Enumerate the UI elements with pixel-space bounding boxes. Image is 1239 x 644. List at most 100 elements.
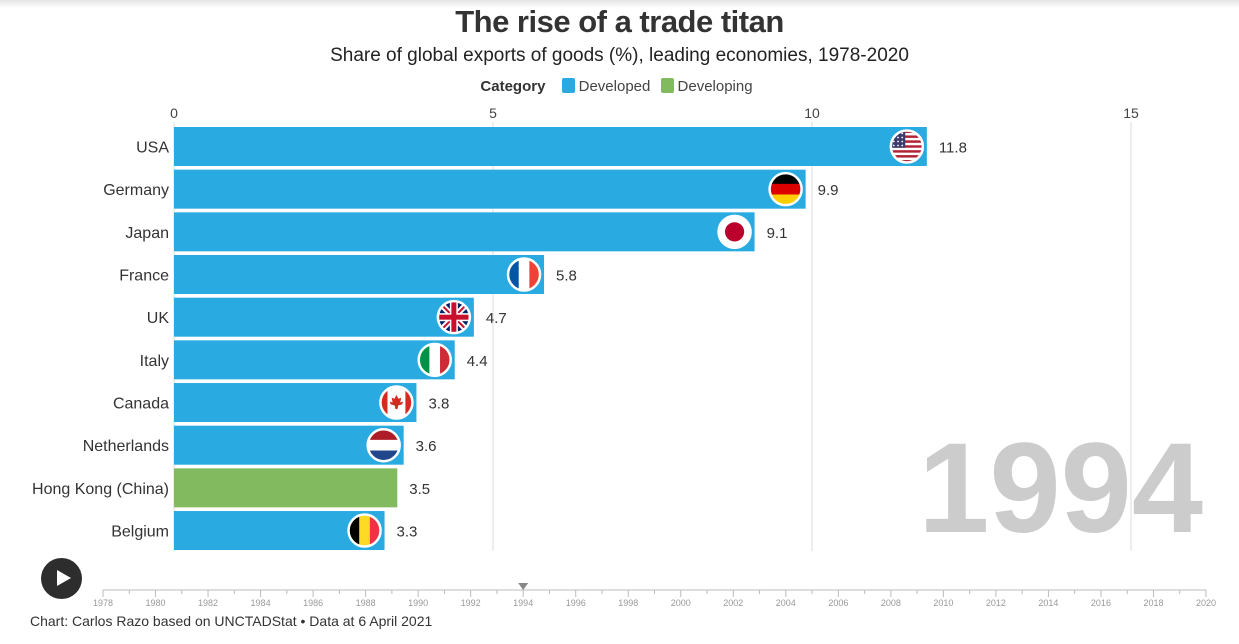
x-tick-label: 15 (1123, 105, 1139, 121)
category-label: Germany (103, 182, 169, 199)
flag-star (901, 144, 904, 147)
category-label: Italy (140, 353, 169, 370)
flag-ring (768, 171, 803, 207)
chart-subtitle: Share of global exports of goods (%), le… (330, 45, 909, 66)
flag-stripe (890, 145, 923, 149)
bar (174, 383, 417, 423)
flag-ring (366, 427, 401, 463)
category-label: Japan (125, 225, 169, 242)
flag-ring (717, 214, 752, 250)
timeline-label: 2008 (881, 598, 901, 608)
timeline-label: 2000 (671, 598, 691, 608)
flag-part (380, 386, 388, 419)
timeline-label: 1980 (146, 598, 166, 608)
flag-part (508, 258, 520, 291)
category-label: USA (136, 140, 169, 157)
value-label: 3.6 (416, 438, 437, 455)
category-label: Netherlands (83, 438, 169, 455)
flag-ring (889, 129, 925, 164)
x-tick-label: 10 (804, 105, 820, 121)
flag-part (440, 343, 451, 376)
chart-footer: Chart: Carlos Razo based on UNCTADStat •… (30, 613, 433, 629)
flag-body (367, 429, 400, 462)
flag-stripe (890, 152, 923, 156)
legend-swatch-developing (660, 78, 674, 93)
category-label: Belgium (111, 524, 169, 541)
timeline-label: 2012 (986, 598, 1006, 608)
flag-stripe (890, 157, 923, 161)
value-label: 11.8 (939, 140, 967, 157)
flag-ring (436, 299, 472, 335)
top-shadow (0, 0, 1239, 8)
timeline-label: 2006 (828, 598, 848, 608)
flag-part (769, 183, 802, 195)
flag-star (892, 140, 895, 143)
flag-maple-leaf (389, 394, 404, 410)
timeline-label: 1998 (618, 598, 638, 608)
flag-body (769, 173, 802, 206)
flag-star (901, 132, 904, 135)
category-label: Hong Kong (China) (32, 481, 169, 498)
timeline-label: 2002 (723, 598, 743, 608)
flag-body (418, 343, 451, 376)
flag-ring (379, 385, 414, 420)
flag-part (367, 450, 400, 462)
legend: Category Developed Developing (0, 78, 1239, 95)
flag-star (901, 136, 904, 139)
flag-part (529, 258, 541, 291)
legend-label-developing: Developing (677, 78, 753, 95)
bar (174, 212, 755, 252)
bar (174, 297, 474, 337)
flag-ring (347, 513, 382, 548)
flag-stripe (890, 130, 923, 134)
germany-flag-icon (768, 171, 803, 207)
bar (174, 127, 927, 166)
value-label: 3.8 (428, 396, 449, 413)
netherlands-flag-icon (366, 427, 401, 463)
japan-flag-icon (717, 214, 752, 250)
timeline-label: 1978 (93, 598, 113, 608)
timeline-label: 2014 (1038, 598, 1058, 608)
value-label: 9.1 (767, 225, 788, 242)
timeline-label: 1984 (251, 598, 271, 608)
timeline-label: 1986 (303, 598, 323, 608)
value-label: 3.5 (409, 481, 430, 498)
legend-item-developing[interactable]: Developing (660, 78, 753, 95)
value-label: 9.9 (818, 182, 839, 199)
timeline-label: 2004 (776, 598, 796, 608)
timeline-handle[interactable] (518, 583, 529, 590)
bar (174, 468, 398, 508)
value-label: 5.8 (556, 268, 577, 285)
value-label: 4.4 (467, 353, 488, 370)
play-button[interactable] (41, 558, 82, 599)
flag-star (897, 140, 899, 143)
value-label: 3.3 (397, 524, 418, 541)
flag-stripe (890, 135, 923, 139)
flag-star (897, 144, 899, 147)
flag-star (901, 140, 904, 143)
flag-star (892, 144, 895, 147)
category-label: Canada (113, 396, 169, 413)
play-icon (57, 570, 71, 586)
value-label: 4.7 (486, 310, 507, 327)
flag-part (429, 343, 441, 376)
legend-swatch-developed (561, 78, 575, 93)
flag-body (508, 258, 541, 291)
flag-part (359, 514, 371, 547)
legend-title: Category (480, 78, 546, 95)
timeline-label: 2020 (1196, 598, 1216, 608)
canada-flag-icon (379, 385, 414, 420)
timeline-label: 2010 (933, 598, 953, 608)
flag-part (518, 258, 530, 291)
x-tick-label: 0 (170, 105, 178, 121)
legend-item-developed[interactable]: Developed (561, 78, 650, 95)
bar (174, 425, 404, 465)
us-flag-icon (889, 129, 925, 164)
timeline-label: 2016 (1091, 598, 1111, 608)
flag-stripe (890, 132, 923, 136)
category-label: France (119, 268, 169, 285)
flag-part (369, 514, 381, 547)
timeline-label: 1988 (356, 598, 376, 608)
flag-body (348, 514, 381, 547)
